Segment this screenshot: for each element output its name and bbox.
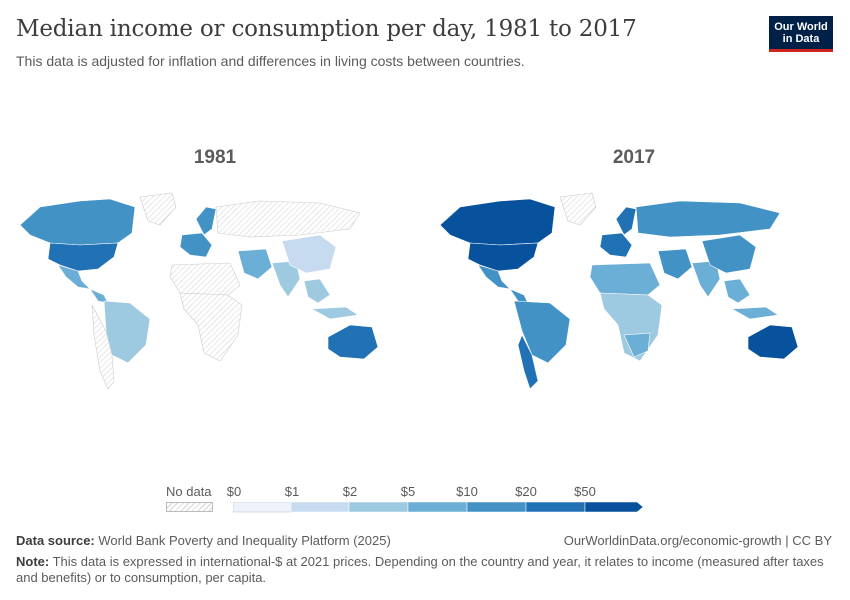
middle-east-2017[interactable]	[657, 248, 693, 280]
owid-logo[interactable]: Our World in Data	[769, 16, 833, 52]
data-source: Data source: World Bank Poverty and Ineq…	[16, 533, 391, 548]
north-africa-2017[interactable]	[589, 262, 661, 296]
no-data-label: No data	[166, 484, 212, 499]
southeast-asia-1981[interactable]	[303, 278, 331, 304]
legend-bin-6[interactable]	[584, 502, 644, 513]
map-title-2017: 2017	[612, 147, 656, 168]
legend-tick-5: $20	[515, 484, 537, 499]
map-2017	[439, 192, 799, 390]
china-1981[interactable]	[281, 234, 337, 274]
data-source-label: Data source:	[16, 533, 95, 548]
china-2017[interactable]	[701, 234, 757, 274]
greenland-1981[interactable]	[139, 192, 177, 226]
legend-tick-1: $1	[284, 484, 300, 499]
australia-1981[interactable]	[327, 324, 379, 360]
argentina-2017[interactable]	[517, 334, 539, 390]
scandinavia-2017[interactable]	[615, 206, 637, 236]
data-source-text[interactable]: World Bank Poverty and Inequality Platfo…	[98, 533, 391, 548]
europe-west-2017[interactable]	[599, 232, 633, 258]
logo-line-1: Our World	[774, 21, 828, 33]
russia-1981[interactable]	[215, 200, 361, 238]
legend-bin-4[interactable]	[466, 502, 527, 513]
usa-2017[interactable]	[467, 242, 539, 272]
south-america-north-2017[interactable]	[513, 300, 571, 364]
southern-africa-2017[interactable]	[623, 332, 651, 358]
note: Note: This data is expressed in internat…	[16, 554, 832, 586]
legend-tick-2: $2	[342, 484, 358, 499]
australia-2017[interactable]	[747, 324, 799, 360]
chart-subtitle: This data is adjusted for inflation and …	[16, 53, 525, 69]
color-legend: No data $0 $1 $2 $5 $10 $20 $50	[0, 480, 850, 520]
legend-tick-0: $0	[226, 484, 242, 499]
map-title-1981: 1981	[193, 147, 237, 168]
note-line-2: and benefits) or to consumption, per cap…	[16, 570, 267, 585]
north-africa-1981[interactable]	[169, 262, 241, 296]
africa-1981[interactable]	[179, 292, 243, 362]
legend-tick-4: $10	[456, 484, 478, 499]
legend-bin-3[interactable]	[407, 502, 468, 513]
legend-tick-3: $5	[400, 484, 416, 499]
europe-west-1981[interactable]	[179, 232, 213, 258]
central-america-2017[interactable]	[509, 288, 529, 304]
indonesia-1981[interactable]	[310, 306, 359, 320]
legend-bin-1[interactable]	[290, 502, 350, 513]
legend-bin-5[interactable]	[525, 502, 586, 513]
middle-east-1981[interactable]	[237, 248, 273, 280]
south-america-south-1981[interactable]	[91, 304, 115, 390]
greenland-2017[interactable]	[559, 192, 597, 226]
color-scale	[233, 502, 644, 513]
no-data-swatch	[166, 502, 213, 512]
map-1981	[19, 192, 379, 390]
note-label: Note:	[16, 554, 50, 569]
logo-line-2: in Data	[782, 33, 820, 45]
scandinavia-1981[interactable]	[195, 206, 217, 236]
note-line-1: This data is expressed in international-…	[52, 554, 824, 569]
russia-2017[interactable]	[635, 200, 781, 238]
southeast-asia-2017[interactable]	[723, 278, 751, 304]
canada-2017[interactable]	[439, 198, 556, 246]
owid-url[interactable]: OurWorldinData.org/economic-growth | CC …	[563, 533, 832, 548]
legend-tick-6: $50	[574, 484, 596, 499]
legend-bin-0[interactable]	[233, 502, 292, 513]
world-maps	[19, 192, 799, 390]
legend-bin-2[interactable]	[348, 502, 409, 513]
usa-1981[interactable]	[47, 242, 119, 272]
chart-title: Median income or consumption per day, 19…	[16, 16, 637, 42]
indonesia-2017[interactable]	[730, 306, 779, 320]
canada-1981[interactable]	[19, 198, 136, 246]
